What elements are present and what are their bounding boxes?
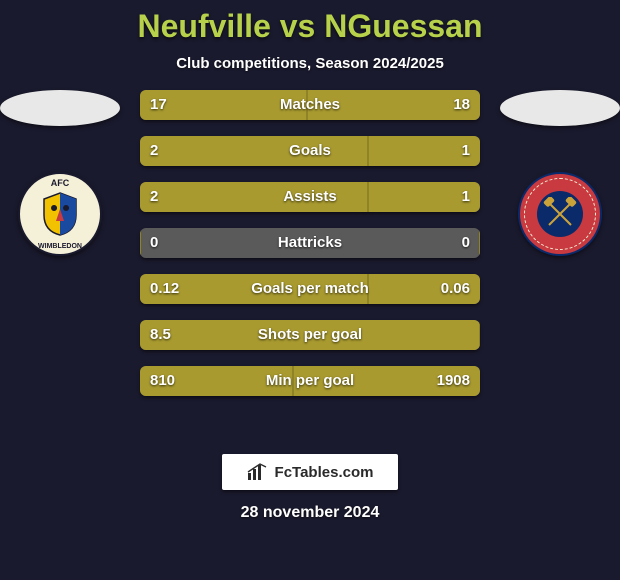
crossed-hammers-icon	[543, 197, 577, 231]
stat-label: Matches	[140, 90, 480, 120]
stat-label: Assists	[140, 182, 480, 212]
club-crest-left: AFC WIMBLEDON	[18, 172, 102, 256]
crest-right-center	[537, 191, 583, 237]
player-left-panel: AFC WIMBLEDON	[0, 90, 120, 256]
crest-left-label-bottom: WIMBLEDON	[20, 243, 100, 250]
stat-label: Shots per goal	[140, 320, 480, 350]
bar-chart-icon	[247, 463, 269, 481]
stat-row-matches: 1718Matches	[140, 90, 480, 120]
club-crest-right	[518, 172, 602, 256]
stat-bars: 1718Matches 21Goals 21Assists 00Hattricks 0.…	[140, 90, 480, 396]
subtitle: Club competitions, Season 2024/2025	[0, 55, 620, 72]
branding-text: FcTables.com	[275, 464, 374, 481]
stat-row-shots-per-goal: 8.5Shots per goal	[140, 320, 480, 350]
crest-left-label-top: AFC	[20, 178, 100, 188]
stat-row-assists: 21Assists	[140, 182, 480, 212]
page-title: Neufville vs NGuessan	[0, 0, 620, 45]
stat-row-goals-per-match: 0.120.06Goals per match	[140, 274, 480, 304]
branding-badge: FcTables.com	[222, 454, 398, 490]
stat-label: Min per goal	[140, 366, 480, 396]
stat-row-goals: 21Goals	[140, 136, 480, 166]
player-right-name-oval	[500, 90, 620, 126]
crest-left-shield-icon	[40, 191, 80, 237]
player-left-name-oval	[0, 90, 120, 126]
comparison-arena: AFC WIMBLEDON	[0, 90, 620, 430]
player-right-panel	[500, 90, 620, 256]
comparison-date: 28 november 2024	[0, 504, 620, 522]
stat-label: Goals	[140, 136, 480, 166]
stat-label: Goals per match	[140, 274, 480, 304]
stat-row-hattricks: 00Hattricks	[140, 228, 480, 258]
stat-row-min-per-goal: 8101908Min per goal	[140, 366, 480, 396]
stat-label: Hattricks	[140, 228, 480, 258]
